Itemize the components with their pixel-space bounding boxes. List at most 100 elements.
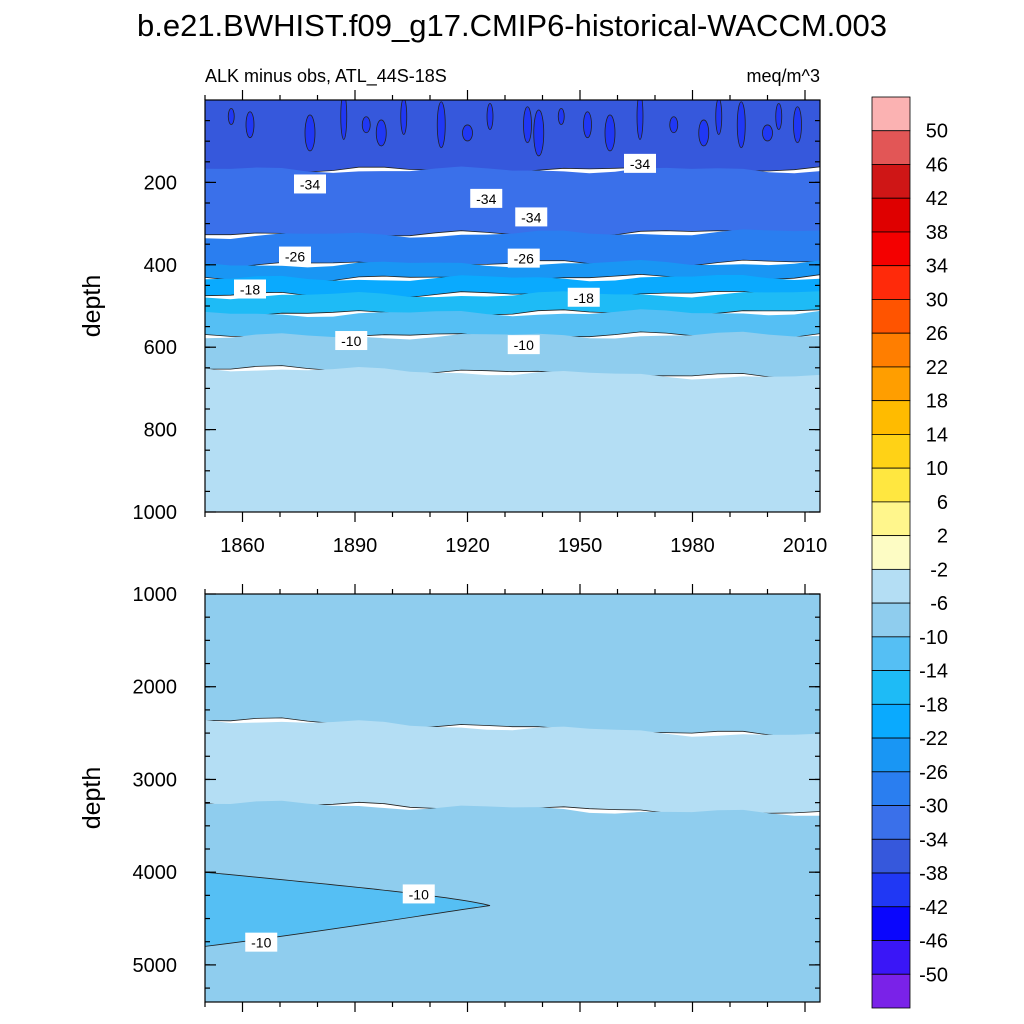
colorbar-level-label: -50 — [919, 964, 948, 986]
contour-label: -10 — [245, 932, 278, 952]
contour-label: -10 — [402, 884, 435, 904]
colorbar-swatch — [871, 973, 911, 1009]
contour-label: -34 — [294, 174, 326, 194]
contour-label-text: -26 — [514, 251, 534, 267]
upper-right-title: meq/m^3 — [747, 66, 820, 86]
contour-patch — [698, 119, 710, 147]
contour-patch — [557, 108, 565, 125]
contour-tongue — [205, 871, 491, 947]
colorbar-swatch — [871, 906, 911, 941]
colorbar-level-label: -34 — [919, 829, 948, 851]
contour-label-text: -34 — [630, 156, 650, 172]
colorbar-swatch — [871, 737, 911, 773]
contour-label-text: -10 — [251, 935, 271, 951]
contour-label: -34 — [624, 153, 656, 173]
figure-title: b.e21.BWHIST.f09_g17.CMIP6-historical-WA… — [137, 8, 887, 43]
colorbar-swatch — [871, 467, 911, 503]
contour-patch — [304, 114, 316, 152]
x-tick-label: 1950 — [558, 535, 603, 557]
y-tick-label: 1000 — [133, 584, 178, 606]
colorbar-swatch — [871, 197, 911, 233]
contour-patch — [669, 116, 679, 134]
contour-label: -18 — [567, 287, 600, 307]
contour-patch — [523, 106, 532, 144]
colorbar-swatch — [871, 130, 911, 165]
colorbar-swatch — [871, 501, 911, 537]
colorbar-level-label: 14 — [926, 424, 948, 446]
colorbar-swatch — [871, 265, 911, 300]
colorbar-level-label: 18 — [926, 391, 948, 413]
colorbar-level-label: -14 — [919, 661, 948, 683]
contour-label-text: -18 — [574, 290, 594, 306]
contour-patch — [736, 101, 746, 149]
contour-label-text: -26 — [285, 249, 305, 265]
contour-label-text: -10 — [341, 333, 361, 349]
contour-patch — [245, 111, 255, 139]
colorbar-level-label: -2 — [930, 559, 948, 581]
colorbar-level-label: -30 — [919, 796, 948, 818]
colorbar-level-label: 34 — [926, 256, 948, 278]
colorbar-swatch — [871, 636, 911, 671]
colorbar-swatch — [871, 299, 911, 334]
y-tick-label: 200 — [144, 172, 177, 194]
y-tick-label: 3000 — [133, 769, 178, 791]
colorbar-level-label: -38 — [919, 863, 948, 885]
upper-left-title: ALK minus obs, ATL_44S-18S — [205, 66, 447, 87]
y-tick-label: 400 — [144, 255, 177, 277]
contour-patch — [436, 101, 446, 149]
contour-band — [205, 100, 820, 174]
colorbar-level-label: -26 — [919, 762, 948, 784]
contour-band — [205, 719, 820, 816]
contour-patch — [533, 109, 545, 157]
x-tick-label: 1890 — [333, 535, 378, 557]
x-tick-label: 2010 — [783, 535, 828, 557]
colorbar-level-label: 6 — [937, 492, 948, 514]
contour-label: -34 — [470, 188, 503, 208]
contour-patch — [583, 111, 592, 139]
colorbar-swatch — [871, 164, 911, 199]
colorbar-swatch — [871, 703, 911, 739]
colorbar-level-label: 42 — [926, 188, 948, 210]
lower-panel: depth -10 -10 1000 2000 3000 4000 5000 — [78, 584, 821, 1012]
contour-label: -26 — [279, 246, 311, 266]
colorbar-swatch — [871, 771, 911, 806]
contour-label-text: -18 — [240, 282, 260, 298]
y-tick-label: 600 — [144, 337, 177, 359]
contour-patch — [462, 124, 473, 142]
contour-band — [205, 367, 820, 512]
contour-patch — [604, 114, 616, 152]
contour-patch — [361, 116, 371, 134]
colorbar: 50 46 42 38 34 30 26 22 18 14 10 6 2 -2 -6 -10 -14 -18 -22… — [871, 96, 948, 1009]
contour-patch — [227, 108, 235, 125]
lower-plot-area: -10 -10 1000 2000 3000 4000 5000 — [133, 584, 821, 1012]
colorbar-level-label: -46 — [919, 931, 948, 953]
contour-patch — [715, 100, 723, 135]
contour-label: -10 — [335, 331, 368, 351]
colorbar-level-label: 2 — [937, 526, 948, 548]
contour-band — [205, 594, 820, 738]
contour-label: -34 — [515, 207, 548, 227]
colorbar-level-label: 26 — [926, 323, 948, 345]
colorbar-swatch — [871, 568, 911, 604]
contour-patch — [793, 106, 802, 144]
colorbar-swatch — [871, 96, 911, 132]
y-tick-label: 5000 — [133, 955, 178, 977]
contour-patch — [400, 100, 408, 135]
contour-band — [205, 800, 820, 1002]
contour-patch — [636, 100, 644, 140]
colorbar-swatch — [871, 805, 911, 840]
colorbar-swatch — [871, 670, 911, 705]
contour-label-text: -10 — [409, 886, 429, 902]
contour-line — [205, 717, 820, 739]
contour-patch — [340, 100, 348, 140]
contour-label-text: -34 — [300, 176, 320, 192]
y-tick-label: 4000 — [133, 862, 178, 884]
contour-label-text: -34 — [521, 209, 541, 225]
colorbar-swatch — [871, 602, 911, 638]
colorbar-level-label: 30 — [926, 289, 948, 311]
contour-label: -10 — [507, 335, 540, 355]
contour-label-text: -10 — [514, 337, 534, 353]
x-tick-label: 1920 — [445, 535, 490, 557]
y-tick-label: 800 — [144, 420, 177, 442]
